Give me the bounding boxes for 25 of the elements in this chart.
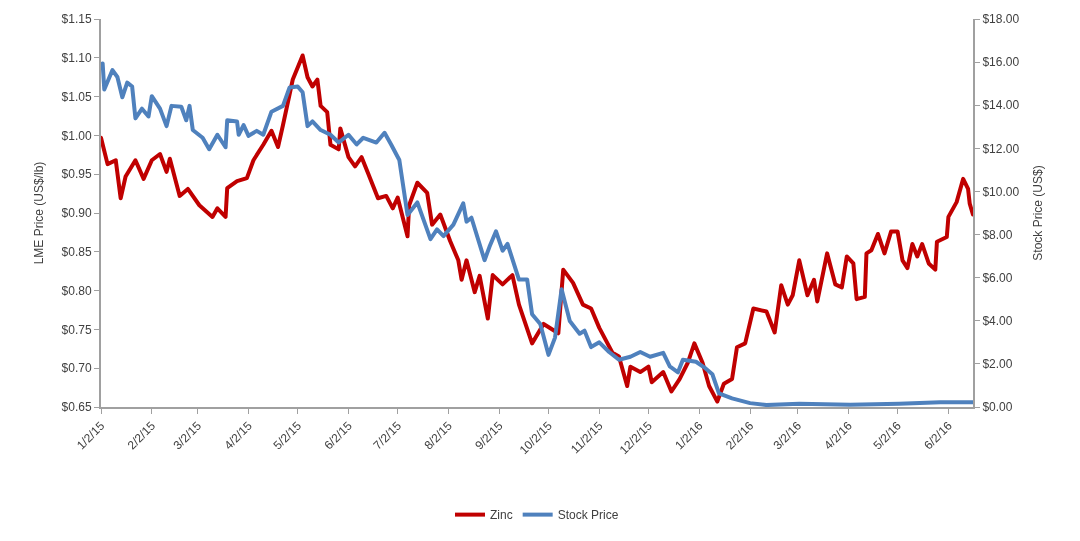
y2-tick-label: $8.00 (982, 227, 1013, 242)
y2-tick-label: $12.00 (982, 141, 1020, 156)
y2-tick-label: $14.00 (982, 98, 1020, 113)
y-tick-label: $0.95 (61, 167, 92, 182)
y-axis-title: LME Price (US$/lb) (32, 161, 47, 265)
y-tick-label: $0.70 (61, 361, 92, 376)
y-tick-label: $1.05 (61, 89, 92, 104)
y2-tick-label: $16.00 (982, 55, 1020, 70)
y-tick-label: $1.15 (61, 12, 92, 27)
y-tick-label: $1.00 (61, 128, 92, 143)
y2-tick-label: $4.00 (982, 313, 1013, 328)
y-tick-label: $0.75 (61, 322, 92, 337)
y2-tick-label: $2.00 (982, 357, 1013, 372)
y2-tick-label: $10.00 (982, 184, 1020, 199)
y-tick-label: $1.10 (61, 51, 92, 65)
legend-label: Stock Price (557, 508, 619, 523)
legend-label: Zinc (490, 508, 513, 523)
y-tick-label: $0.85 (61, 245, 92, 259)
y2-tick-label: $6.00 (982, 270, 1013, 285)
y2-tick-label: $18.00 (982, 12, 1020, 27)
y2-tick-label: $0.00 (982, 400, 1013, 415)
y-tick-label: $0.80 (61, 283, 92, 298)
y2-axis-title: Stock Price (US$) (1030, 165, 1045, 261)
y-tick-label: $0.90 (61, 206, 92, 221)
y-tick-label: $0.65 (61, 400, 92, 415)
